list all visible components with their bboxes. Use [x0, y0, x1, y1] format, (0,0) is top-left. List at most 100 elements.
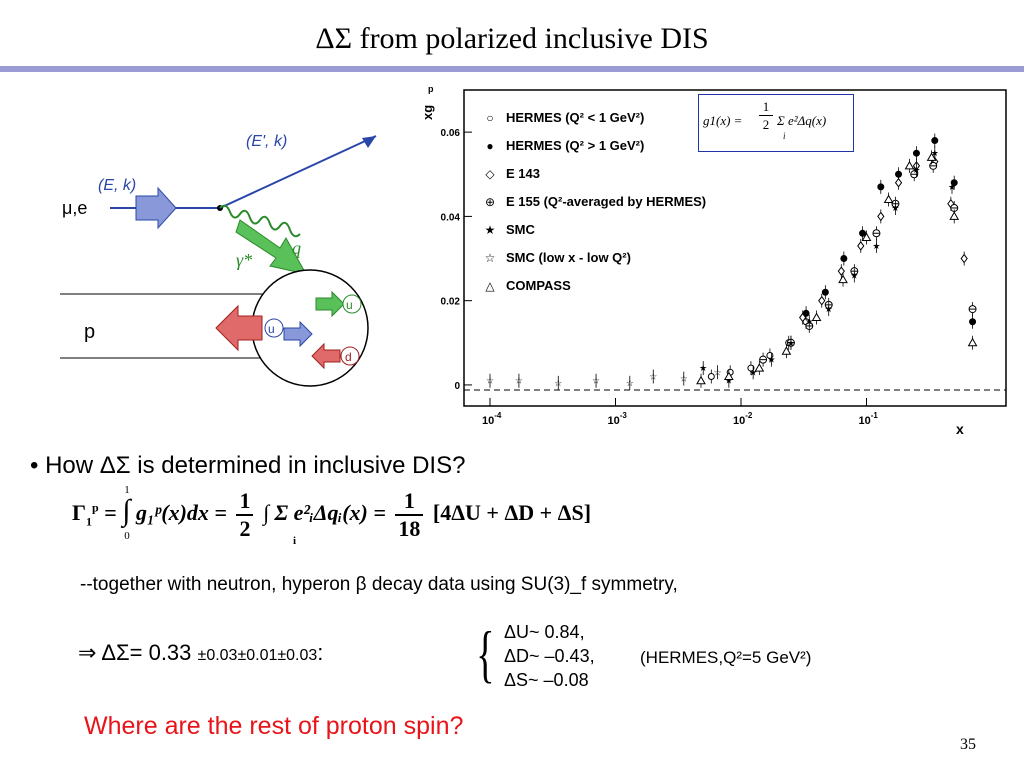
x-tick-label: 10-3: [608, 411, 628, 427]
data-point: [904, 160, 915, 170]
g1-den: 2: [762, 117, 770, 132]
x-tick-label: 10-2: [733, 411, 753, 427]
formula-eighteenth: 1 18: [395, 488, 424, 542]
data-point: ★: [891, 203, 899, 213]
delta-u-value: ΔU~ 0.84,: [504, 622, 585, 642]
legend-symbol: ○: [486, 111, 493, 125]
data-point: [840, 255, 848, 263]
data-point: [818, 295, 826, 306]
int-lower: 0: [124, 530, 130, 543]
title-rule: [0, 66, 1024, 72]
quark-u-label-2: u: [268, 322, 275, 336]
data-point: ★: [931, 148, 939, 158]
quark-d-arrow: [311, 342, 341, 370]
proton-label: p: [84, 321, 95, 343]
formula-gamma: Γ: [72, 500, 86, 526]
y-tick-label: 0.02: [441, 297, 461, 308]
y-tick-label: 0.04: [441, 212, 461, 223]
data-point: ★: [749, 367, 757, 377]
data-point: [883, 194, 894, 204]
data-point: [877, 183, 885, 191]
data-point: [861, 232, 872, 241]
data-point: [799, 312, 807, 323]
legend-symbol: ★: [485, 223, 496, 237]
proton-spin-arrow: [215, 304, 263, 352]
virtual-photon-line: [219, 204, 301, 238]
g1-sub: i: [783, 131, 786, 141]
legend-label: HERMES (Q² < 1 GeV²): [506, 110, 644, 125]
delta-s-value: ΔS~ –0.08: [504, 670, 589, 690]
y-tick-label: 0: [454, 381, 460, 392]
data-point: [950, 179, 958, 187]
data-point: [811, 312, 822, 322]
x-tick-label: 10-1: [859, 411, 879, 427]
incoming-label: (E, k): [98, 177, 136, 194]
curly-brace: {: [476, 618, 495, 689]
data-point: ★: [805, 317, 813, 327]
flavor-values: ΔU~ 0.84, ΔD~ –0.43, ΔS~ –0.08: [504, 620, 595, 692]
data-point: [696, 375, 706, 385]
data-point: [747, 364, 755, 372]
quark-u-circle-2: [264, 318, 284, 338]
data-point: ★: [850, 270, 858, 280]
data-point: ★: [787, 338, 795, 348]
data-point: [931, 137, 939, 145]
hermes-note: (HERMES,Q²=5 GeV²): [640, 648, 812, 667]
quark-d-circle: [340, 346, 360, 366]
data-point: ☆: [486, 376, 494, 386]
data-point: [821, 288, 829, 296]
legend-symbol: ☆: [485, 251, 496, 265]
legend-label: E 143: [506, 166, 540, 181]
data-point: [969, 318, 977, 326]
y-tick-label: 0.06: [441, 128, 461, 139]
result-errors: ±0.03±0.01±0.03: [197, 647, 318, 664]
legend-label: E 155 (Q²-averaged by HERMES): [506, 194, 706, 209]
data-point: ★: [912, 165, 920, 175]
outgoing-lepton-line: [219, 135, 377, 209]
proton-spin-question: Where are the rest of proton spin?: [84, 712, 464, 740]
data-point: ☆: [649, 372, 657, 382]
bullet-question: • How ΔΣ is determined in inclusive DIS?: [30, 452, 466, 479]
formula-sum: ∫ Σ e²ᵢΔqᵢ(x) = i: [262, 500, 386, 548]
lepton-label: μ,e: [62, 198, 87, 218]
formula-integrand: g₁ᵖ(x)dx =: [135, 500, 227, 526]
su3-note: --together with neutron, hyperon β decay…: [80, 574, 678, 595]
data-point: [723, 371, 734, 381]
integral-sign: ∫ 1 0: [122, 484, 131, 543]
page-number: 35: [960, 736, 976, 753]
quark-u-circle-1: [342, 294, 362, 314]
legend-label: COMPASS: [506, 278, 571, 293]
data-point: ★: [767, 355, 775, 365]
photon-label: γ*: [236, 250, 252, 270]
quark-u-arrow-1: [315, 290, 345, 318]
legend-symbol: ◇: [485, 167, 495, 181]
incoming-arrow: [135, 186, 177, 230]
outgoing-label: (E', k): [246, 133, 287, 150]
quark-u-arrow-2: [283, 320, 313, 348]
g1-lhs: g1(x) =: [703, 113, 743, 128]
data-point: [857, 241, 865, 251]
data-point: ☆: [515, 376, 523, 386]
plot-ylabel: xg: [420, 105, 435, 120]
data-point: ☆: [592, 376, 600, 386]
dis-diagram: μ,e (E, k) (E', k) γ* q p u u d: [60, 133, 377, 387]
data-point: [894, 177, 903, 188]
slide-title: ΔΣ from polarized inclusive DIS: [315, 22, 709, 55]
legend-symbol: ⊕: [485, 195, 495, 209]
legend-label: SMC (low x - low Q²): [506, 250, 631, 265]
data-point: [859, 229, 867, 237]
data-point: [926, 152, 937, 161]
g1-num: 1: [759, 99, 773, 116]
data-point: [960, 253, 968, 264]
data-point: ★: [872, 241, 880, 251]
data-point: ☆: [626, 378, 634, 388]
data-point: [838, 274, 848, 284]
data-point: [754, 363, 765, 372]
xg1-plot: 0.06 0.04 0.02 0 10-4 10-3 10-2 10-1 ★ ★ ★ ★ ★ ★ ★ ★ ★…: [420, 84, 1007, 437]
legend-label: HERMES (Q² > 1 GeV²): [506, 138, 644, 153]
legend-label: SMC: [506, 222, 536, 237]
q-label: q: [292, 238, 301, 258]
data-point: [912, 149, 920, 157]
